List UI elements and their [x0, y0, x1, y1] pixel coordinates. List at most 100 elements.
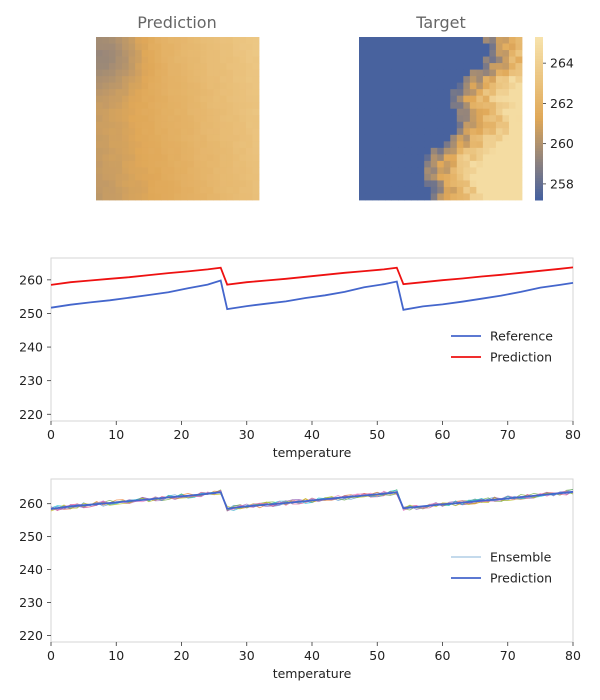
heatmap-cell [252, 69, 260, 77]
heatmap-cell [378, 154, 386, 162]
heatmap-cell [252, 173, 260, 181]
heatmap-cell [109, 56, 116, 64]
heatmap-cell [232, 63, 240, 70]
heatmap-cell [109, 121, 116, 129]
heatmap-cell [187, 63, 195, 70]
heatmap-cell [391, 63, 399, 70]
heatmap-cell [161, 43, 169, 51]
heatmap-cell [411, 76, 419, 84]
heatmap-cell [489, 128, 497, 136]
heatmap-cell [219, 167, 227, 175]
heatmap-cell [154, 186, 162, 194]
heatmap-cell [404, 121, 412, 129]
heatmap-cell [515, 56, 523, 64]
heatmap-cell [226, 134, 234, 142]
heatmap-cell [102, 102, 110, 110]
heatmap-cell [463, 180, 471, 188]
heatmap-cell [437, 89, 445, 97]
colorbar-segment [535, 170, 543, 174]
heatmap-cell [359, 186, 366, 194]
heatmap-cell [252, 37, 260, 44]
heatmap-cell [148, 128, 156, 136]
heatmap-cell [469, 121, 477, 129]
y-tick-label: 260 [19, 496, 43, 511]
heatmap-cell [450, 82, 458, 90]
heatmap-cell [469, 43, 477, 51]
heatmap-cell [167, 50, 175, 57]
heatmap-cell [411, 167, 419, 175]
heatmap-cell [482, 89, 490, 97]
x-tick-label: 60 [435, 427, 451, 442]
heatmap-cell [122, 82, 129, 90]
heatmap-cell [437, 193, 445, 201]
heatmap-cell [404, 141, 412, 149]
colorbar-tick-label: 264 [550, 56, 574, 71]
heatmap-cell [411, 121, 419, 129]
heatmap-cell [135, 82, 143, 90]
heatmap-cell [161, 95, 169, 103]
colorbar-segment [535, 151, 543, 155]
heatmap-cell [417, 186, 425, 194]
heatmap-cell [200, 180, 208, 188]
heatmap-cell [404, 154, 412, 162]
heatmap-cell [482, 102, 490, 110]
colorbar-segment [535, 37, 543, 41]
heatmap-cell [411, 134, 419, 142]
heatmap-cell [365, 43, 373, 51]
heatmap-cell [180, 147, 188, 155]
heatmap-cell [424, 89, 432, 97]
heatmap-cell [180, 193, 188, 201]
heatmap-cell [450, 63, 458, 70]
heatmap-cell [245, 167, 253, 175]
heatmap-cell [463, 108, 471, 116]
heatmap-cell [502, 95, 510, 103]
heatmap-cell [226, 102, 234, 110]
heatmap-cell [469, 89, 477, 97]
heatmap-cell [161, 167, 169, 175]
heatmap-cell [450, 147, 458, 155]
heatmap-cell [495, 173, 503, 181]
heatmap-cell [239, 147, 247, 155]
heatmap-cell [245, 160, 253, 168]
heatmap-cell [482, 37, 490, 44]
heatmap-cell [404, 50, 412, 57]
heatmap-cell [476, 102, 484, 110]
colorbar-segment [535, 56, 543, 60]
heatmap-cell [174, 186, 182, 194]
heatmap-cell [239, 173, 247, 181]
heatmap-cell [404, 173, 412, 181]
heatmap-cell [424, 173, 432, 181]
heatmap-cell [495, 56, 503, 64]
colorbar-segment [535, 140, 543, 144]
heatmap-cell [115, 95, 123, 103]
heatmap-cell [180, 69, 188, 77]
heatmap-cell [96, 160, 103, 168]
x-axis-label: temperature [273, 445, 352, 460]
heatmap-cell [115, 186, 123, 194]
heatmap-cell [469, 102, 477, 110]
heatmap-cell [482, 134, 490, 142]
heatmap-cell [141, 56, 149, 64]
heatmap-cell [385, 108, 392, 116]
heatmap-cell [148, 193, 156, 201]
heatmap-cell [424, 82, 432, 90]
heatmap-cell [174, 63, 182, 70]
heatmap-cell [174, 134, 182, 142]
heatmap-cell [219, 115, 227, 123]
heatmap-cell [385, 160, 392, 168]
heatmap-cell [148, 63, 156, 70]
heatmap-cell [109, 102, 116, 110]
heatmap-cell [193, 173, 201, 181]
heatmap-cell [495, 154, 503, 162]
heatmap-cell [417, 154, 425, 162]
heatmap-cell [102, 141, 110, 149]
heatmap-cell [385, 89, 392, 97]
heatmap-cell [508, 180, 516, 188]
heatmap-cell [508, 56, 516, 64]
heatmap-cell [174, 167, 182, 175]
heatmap-cell [109, 43, 116, 51]
colorbar-segment [535, 159, 543, 163]
heatmap-cell [252, 128, 260, 136]
colorbar-segment [535, 39, 543, 43]
heatmap-cell [115, 121, 123, 129]
